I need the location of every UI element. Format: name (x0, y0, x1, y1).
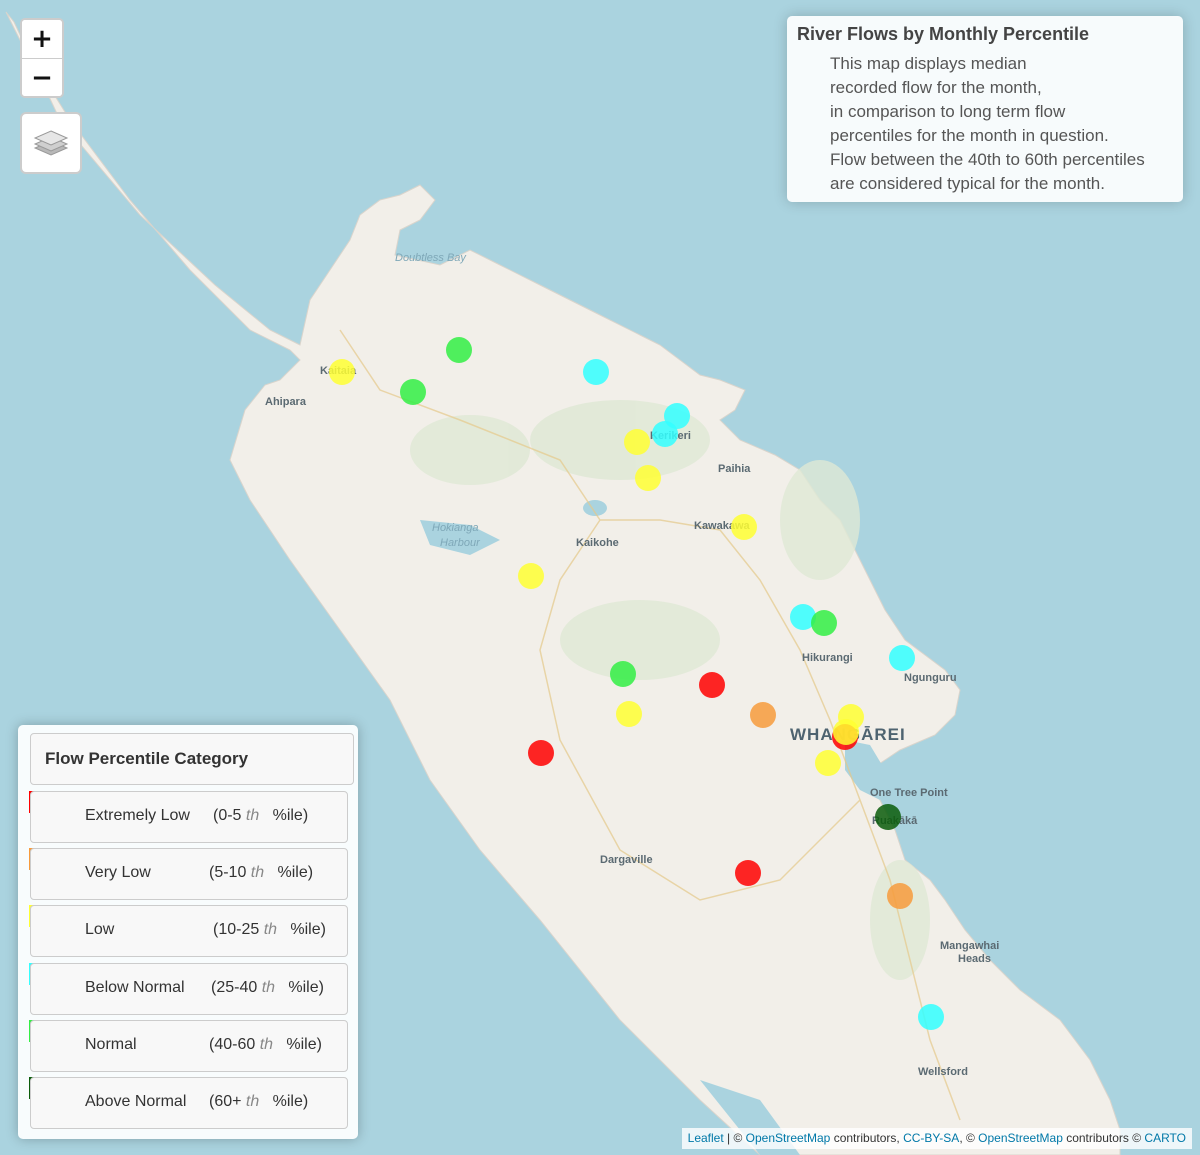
legend-item-label: Extremely Low (85, 807, 190, 824)
place-label: Harbour (440, 537, 480, 549)
place-label: Hikurangi (802, 652, 853, 664)
flow-site-marker[interactable] (889, 645, 915, 671)
flow-site-marker[interactable] (329, 359, 355, 385)
legend-item-label: Above Normal (85, 1093, 187, 1110)
legend-title: Flow Percentile Category (45, 749, 249, 768)
info-line: in comparison to long term flow (830, 102, 1066, 121)
place-label: Dargaville (600, 854, 653, 866)
legend-item: Above Normal (60+ th %ile) (30, 1077, 348, 1129)
place-label: Wellsford (918, 1066, 968, 1078)
flow-site-marker[interactable] (887, 883, 913, 909)
zoom-out-button[interactable]: − (22, 58, 62, 96)
cc-by-sa-link[interactable]: CC-BY-SA (903, 1131, 960, 1145)
osm-link-2[interactable]: OpenStreetMap (978, 1131, 1063, 1145)
roads (339, 329, 961, 1121)
place-label: Ahipara (265, 396, 306, 408)
flow-site-marker[interactable] (833, 719, 859, 745)
map-attribution: Leaflet | © OpenStreetMap contributors, … (681, 1128, 1192, 1149)
zoom-control: + − (20, 18, 64, 98)
legend-item: Below Normal (25-40 th %ile) (30, 963, 348, 1015)
flow-site-marker[interactable] (624, 429, 650, 455)
place-label: Kaikohe (576, 537, 619, 549)
attribution-sep-1: | © (723, 1131, 746, 1145)
place-label: Hokianga (432, 522, 479, 534)
flow-site-marker[interactable] (583, 359, 609, 385)
flow-site-marker[interactable] (699, 672, 725, 698)
legend-panel: Flow Percentile Category Extremely Low (0… (18, 725, 358, 1139)
flow-site-marker[interactable] (815, 750, 841, 776)
flow-site-marker[interactable] (652, 421, 678, 447)
legend-item: Extremely Low (0-5 th %ile) (30, 791, 348, 843)
info-line: This map displays median (830, 54, 1027, 73)
legend-item-label: Below Normal (85, 979, 185, 996)
legend-item-range: (40-60 th %ile) (209, 1036, 322, 1053)
leaflet-link[interactable]: Leaflet (687, 1131, 724, 1145)
flow-site-marker[interactable] (528, 740, 554, 766)
harbour-hokianga (420, 520, 500, 555)
place-label: Mangawhai (940, 940, 1000, 952)
info-panel: River Flows by Monthly Percentile This m… (787, 16, 1183, 202)
info-title: River Flows by Monthly Percentile (797, 24, 1090, 44)
place-label: Ngunguru (904, 672, 957, 684)
legend-header: Flow Percentile Category (30, 733, 354, 785)
flow-site-marker[interactable] (518, 563, 544, 589)
legend-item-range: (0-5 th %ile) (213, 807, 309, 824)
zoom-in-button[interactable]: + (22, 20, 62, 58)
flow-site-marker[interactable] (446, 337, 472, 363)
legend-item: Very Low (5-10 th %ile) (30, 848, 348, 900)
place-label: Doubtless Bay (395, 252, 466, 264)
flow-site-marker[interactable] (735, 860, 761, 886)
info-description: This map displays median recorded flow fo… (830, 52, 1145, 196)
flow-site-marker[interactable] (918, 1004, 944, 1030)
carto-link[interactable]: CARTO (1144, 1131, 1186, 1145)
flow-site-marker[interactable] (731, 514, 757, 540)
legend-item-label: Normal (85, 1036, 137, 1053)
forest-areas (410, 400, 930, 980)
legend-item-label: Very Low (85, 864, 151, 881)
legend-item-range: (5-10 th %ile) (209, 864, 314, 881)
flow-site-marker[interactable] (875, 804, 901, 830)
legend-item: Normal (40-60 th %ile) (30, 1020, 348, 1072)
info-line: percentiles for the month in question. (830, 126, 1109, 145)
flow-site-marker[interactable] (610, 661, 636, 687)
flow-site-marker[interactable] (635, 465, 661, 491)
attribution-sep-2: , © (959, 1131, 979, 1145)
flow-site-marker[interactable] (750, 702, 776, 728)
place-label: Heads (958, 953, 992, 965)
osm-link-1[interactable]: OpenStreetMap (745, 1131, 831, 1145)
info-line: recorded flow for the month, (830, 78, 1042, 97)
legend-item-range: (10-25 th %ile) (213, 921, 326, 938)
layers-icon (33, 130, 69, 156)
attribution-text-2: contributors © (1062, 1131, 1145, 1145)
land-northland (5, 11, 1121, 1155)
legend-item-range: (25-40 th %ile) (211, 979, 324, 996)
info-line: Flow between the 40th to 60th percentile… (830, 150, 1145, 169)
flow-site-marker[interactable] (616, 701, 642, 727)
place-label: One Tree Point (870, 787, 948, 799)
flow-site-marker[interactable] (400, 379, 426, 405)
info-line: are considered typical for the month. (830, 174, 1105, 193)
flow-site-marker[interactable] (811, 610, 837, 636)
harbour-whangarei (845, 740, 885, 800)
legend-item-label: Low (85, 921, 115, 938)
place-label: Paihia (718, 463, 751, 475)
attribution-text-1: contributors, (830, 1131, 904, 1145)
legend-item: Low (10-25 th %ile) (30, 905, 348, 957)
legend-item-range: (60+ th %ile) (209, 1093, 309, 1110)
layers-control-button[interactable] (20, 112, 82, 174)
